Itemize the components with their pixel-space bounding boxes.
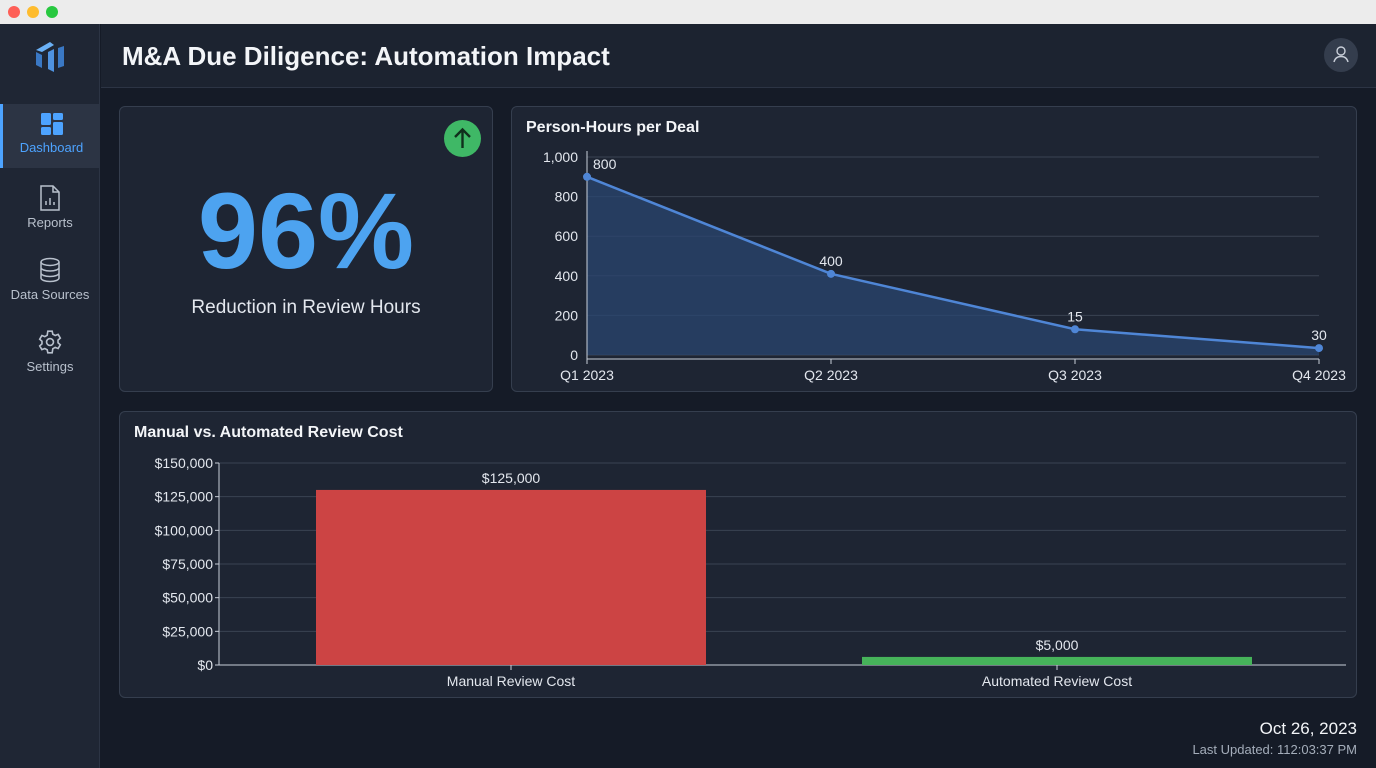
data-point (1315, 344, 1323, 353)
sidebar-item-data-sources[interactable]: Data Sources (0, 249, 100, 313)
report-icon (40, 185, 60, 211)
x-tick-label: Q4 2023 (1292, 367, 1346, 383)
app-logo-icon (36, 42, 64, 72)
person-hours-chart: 0 200 400 600 800 1,000 Q1 2023 800 Q2 2023 400 Q3… (543, 149, 1346, 383)
data-label: 30 (1311, 327, 1327, 343)
x-tick-label: Q3 2023 (1048, 367, 1102, 383)
footer-date: Oct 26, 2023 (1259, 719, 1357, 738)
arrow-up-icon (444, 120, 481, 157)
data-label: 15 (1067, 308, 1083, 324)
close-window-button[interactable] (8, 6, 20, 18)
sidebar-item-dashboard[interactable]: Dashboard (0, 104, 100, 168)
x-tick-label: Q1 2023 (560, 367, 614, 383)
data-label: 400 (819, 253, 843, 269)
y-tick-label: 200 (555, 307, 579, 323)
y-tick-label: 600 (555, 228, 579, 244)
y-tick-label: 1,000 (543, 149, 578, 165)
y-tick-label: $150,000 (155, 455, 214, 471)
kpi-value: 96% (197, 170, 415, 291)
sidebar-item-settings[interactable]: Settings (0, 321, 100, 385)
kpi-card: 96% Reduction in Review Hours (119, 106, 493, 392)
y-tick-label: 400 (555, 268, 579, 284)
sidebar-item-label: Reports (27, 215, 73, 230)
maximize-window-button[interactable] (46, 6, 58, 18)
gear-icon (38, 330, 62, 354)
bar (862, 656, 1252, 665)
x-tick-label: Q2 2023 (804, 367, 858, 383)
sidebar-item-label: Data Sources (10, 287, 90, 302)
series-line (586, 175, 1320, 350)
data-point (827, 269, 835, 278)
user-icon (1333, 46, 1349, 63)
minimize-window-button[interactable] (27, 6, 39, 18)
sidebar: Dashboard Reports Data Sources Settings (0, 24, 100, 768)
person-hours-chart-card: Person-Hours per Deal 0 200 400 600 800 1,000… (511, 106, 1357, 392)
last-updated: Last Updated: 112:03:37 PM (1192, 742, 1357, 757)
y-tick-label: $100,000 (155, 522, 214, 538)
window-titlebar (0, 0, 1376, 24)
sidebar-item-label: Dashboard (19, 140, 84, 155)
x-tick-label: Automated Review Cost (982, 673, 1132, 689)
data-point (1071, 325, 1079, 334)
kpi-label: Reduction in Review Hours (191, 297, 421, 318)
y-tick-label: 800 (555, 189, 579, 205)
data-label: $125,000 (482, 470, 541, 486)
avatar[interactable] (1324, 38, 1358, 72)
database-icon (40, 257, 60, 283)
header: M&A Due Diligence: Automation Impact (101, 24, 1376, 88)
data-point (583, 172, 591, 181)
bar (316, 489, 706, 665)
chart-title: Person-Hours per Deal (526, 119, 700, 136)
data-label: $5,000 (1036, 637, 1079, 653)
sidebar-item-label: Settings (26, 359, 74, 374)
chart-title: Manual vs. Automated Review Cost (134, 424, 403, 441)
y-tick-label: $125,000 (155, 489, 214, 505)
page-title: M&A Due Diligence: Automation Impact (122, 41, 610, 71)
y-tick-label: $75,000 (162, 556, 213, 572)
y-tick-label: 0 (570, 347, 578, 363)
y-tick-label: $0 (197, 657, 213, 673)
review-cost-chart-card: Manual vs. Automated Review Cost $0 $25,0… (119, 411, 1357, 698)
data-label: 800 (593, 156, 617, 172)
area-fill (587, 176, 1319, 355)
dashboard-icon (40, 113, 63, 135)
y-tick-label: $50,000 (162, 590, 213, 606)
x-tick-label: Manual Review Cost (447, 673, 575, 689)
y-tick-label: $25,000 (162, 623, 213, 639)
sidebar-item-reports[interactable]: Reports (0, 177, 100, 241)
review-cost-chart: $0 $25,000 $50,000 $75,000 $100,000 $125,000 $… (155, 455, 1346, 689)
